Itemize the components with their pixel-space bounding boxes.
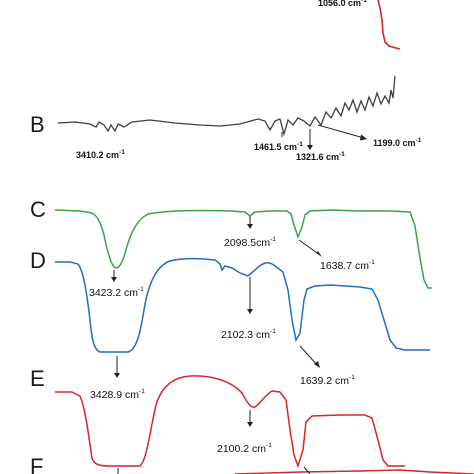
peak-label-b-1461: 1461.5 cm-1	[254, 141, 303, 152]
spectrum-line-d	[55, 257, 430, 353]
spectrum-line-c	[54, 209, 432, 289]
spectrum-line-b	[57, 75, 396, 137]
arrowhead-c-2098	[247, 224, 253, 229]
arrowhead-d-3428	[114, 373, 120, 378]
peak-label-a-1056: 1056.0 cm-1	[318, 0, 367, 8]
arrowhead-c-3423	[111, 277, 117, 282]
peak-label-c-2098: 2098.5cm-1	[224, 236, 276, 249]
panel-letter-f: F	[30, 454, 43, 474]
peak-arrow-b-1199	[317, 124, 365, 139]
peak-arrow-d-1639	[299, 345, 319, 367]
peak-arrow-f-2	[303, 466, 311, 474]
arrowhead-d-2102	[247, 309, 253, 314]
peak-label-e-2100: 2100.2 cm-1	[217, 442, 272, 455]
peak-label-d-2102: 2102.3 cm-1	[221, 328, 276, 341]
peak-label-c-3423: 3423.2 cm-1	[89, 286, 144, 299]
spectrum-line-a	[377, 0, 401, 50]
panel-letter-c: C	[30, 197, 46, 222]
spectrum-line-e	[55, 375, 405, 469]
peak-label-b-1199: 1199.0 cm-1	[373, 137, 422, 148]
arrowhead-e-2100	[247, 422, 253, 427]
spectrum-line-f	[234, 469, 474, 474]
panel-letter-d: D	[30, 248, 46, 273]
panel-letter-b: B	[30, 112, 45, 137]
peak-label-b-1321: 1321.6 cm-1	[296, 151, 345, 162]
panel-letter-e: E	[30, 366, 45, 391]
peak-label-d-3428: 3428.9 cm-1	[90, 388, 145, 401]
arrowhead-d-1639	[314, 361, 320, 368]
arrowhead-b-1199	[360, 134, 367, 141]
arrowhead-c-1638	[316, 251, 322, 257]
peak-label-d-1639: 1639.2 cm-1	[300, 374, 355, 387]
peak-label-c-1638: 1638.7 cm-1	[320, 259, 375, 272]
peak-label-b-3410: 3410.2 cm-1	[76, 149, 125, 160]
arrowhead-b-1321	[307, 145, 313, 150]
